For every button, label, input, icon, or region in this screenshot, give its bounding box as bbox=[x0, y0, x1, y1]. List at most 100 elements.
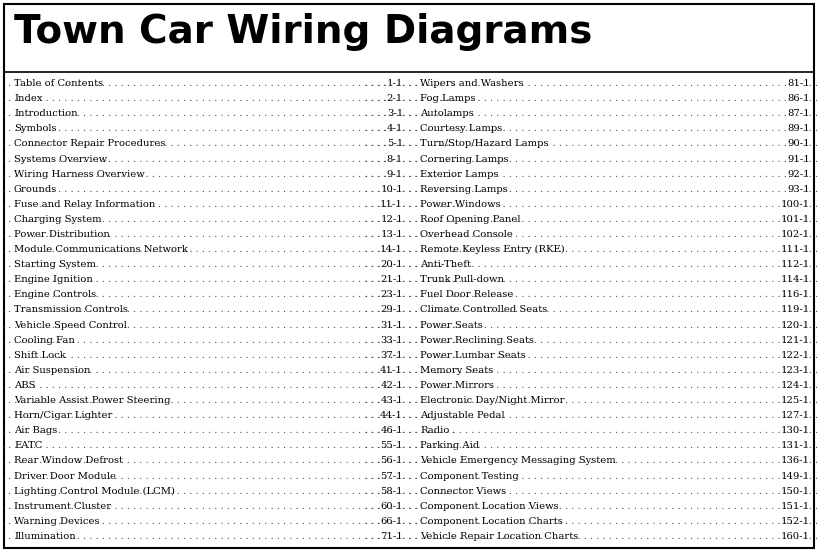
Text: 149-1: 149-1 bbox=[780, 471, 810, 481]
Text: 124-1: 124-1 bbox=[780, 381, 810, 390]
Text: Radio: Radio bbox=[420, 426, 449, 436]
Text: Wipers and Washers: Wipers and Washers bbox=[420, 79, 524, 88]
Text: 89-1: 89-1 bbox=[788, 124, 810, 134]
Text: 127-1: 127-1 bbox=[781, 411, 810, 420]
Text: . . . . . . . . . . . . . . . . . . . . . . . . . . . . . . . . . . . . . . . . : . . . . . . . . . . . . . . . . . . . . … bbox=[0, 260, 459, 269]
Text: EATC: EATC bbox=[14, 442, 43, 450]
Text: Wiring Harness Overview: Wiring Harness Overview bbox=[14, 169, 145, 179]
Text: 1-1: 1-1 bbox=[387, 79, 403, 88]
Text: 87-1: 87-1 bbox=[788, 109, 810, 118]
Text: 12-1: 12-1 bbox=[380, 215, 403, 224]
Text: Power Reclining Seats: Power Reclining Seats bbox=[420, 336, 534, 344]
Text: . . . . . . . . . . . . . . . . . . . . . . . . . . . . . . . . . . . . . . . . : . . . . . . . . . . . . . . . . . . . . … bbox=[365, 94, 818, 103]
Text: . . . . . . . . . . . . . . . . . . . . . . . . . . . . . . . . . . . . . . . . : . . . . . . . . . . . . . . . . . . . . … bbox=[365, 305, 818, 315]
Text: . . . . . . . . . . . . . . . . . . . . . . . . . . . . . . . . . . . . . . . . : . . . . . . . . . . . . . . . . . . . . … bbox=[365, 396, 818, 405]
Text: Engine Controls: Engine Controls bbox=[14, 290, 97, 299]
Text: . . . . . . . . . . . . . . . . . . . . . . . . . . . . . . . . . . . . . . . . : . . . . . . . . . . . . . . . . . . . . … bbox=[365, 487, 818, 496]
Text: . . . . . . . . . . . . . . . . . . . . . . . . . . . . . . . . . . . . . . . . : . . . . . . . . . . . . . . . . . . . . … bbox=[0, 336, 459, 344]
Text: . . . . . . . . . . . . . . . . . . . . . . . . . . . . . . . . . . . . . . . . : . . . . . . . . . . . . . . . . . . . . … bbox=[0, 305, 459, 315]
Text: Transmission Controls: Transmission Controls bbox=[14, 305, 128, 315]
Text: . . . . . . . . . . . . . . . . . . . . . . . . . . . . . . . . . . . . . . . . : . . . . . . . . . . . . . . . . . . . . … bbox=[365, 124, 818, 134]
Text: 44-1: 44-1 bbox=[380, 411, 403, 420]
Text: 100-1: 100-1 bbox=[781, 200, 810, 209]
Text: . . . . . . . . . . . . . . . . . . . . . . . . . . . . . . . . . . . . . . . . : . . . . . . . . . . . . . . . . . . . . … bbox=[0, 351, 459, 360]
Text: . . . . . . . . . . . . . . . . . . . . . . . . . . . . . . . . . . . . . . . . : . . . . . . . . . . . . . . . . . . . . … bbox=[365, 426, 818, 436]
Text: Cornering Lamps: Cornering Lamps bbox=[420, 155, 509, 163]
Text: Fuel Door Release: Fuel Door Release bbox=[420, 290, 514, 299]
Text: Starting System: Starting System bbox=[14, 260, 96, 269]
Text: 20-1: 20-1 bbox=[380, 260, 403, 269]
Text: 41-1: 41-1 bbox=[380, 366, 403, 375]
Text: Illumination: Illumination bbox=[14, 532, 76, 541]
Text: 4-1: 4-1 bbox=[387, 124, 403, 134]
Text: 55-1: 55-1 bbox=[380, 442, 403, 450]
Text: Anti-Theft: Anti-Theft bbox=[420, 260, 471, 269]
Text: Town Car Wiring Diagrams: Town Car Wiring Diagrams bbox=[14, 13, 592, 51]
Text: Horn/Cigar Lighter: Horn/Cigar Lighter bbox=[14, 411, 112, 420]
Text: Fog Lamps: Fog Lamps bbox=[420, 94, 475, 103]
Text: Exterior Lamps: Exterior Lamps bbox=[420, 169, 498, 179]
Text: Autolamps: Autolamps bbox=[420, 109, 474, 118]
Text: 66-1: 66-1 bbox=[380, 517, 403, 526]
Text: Trunk Pull-down: Trunk Pull-down bbox=[420, 275, 504, 284]
Text: 131-1: 131-1 bbox=[780, 442, 810, 450]
Text: . . . . . . . . . . . . . . . . . . . . . . . . . . . . . . . . . . . . . . . . : . . . . . . . . . . . . . . . . . . . . … bbox=[0, 155, 459, 163]
Text: 21-1: 21-1 bbox=[380, 275, 403, 284]
Text: Fuse and Relay Information: Fuse and Relay Information bbox=[14, 200, 155, 209]
Text: Component Location Views: Component Location Views bbox=[420, 502, 559, 511]
Text: 9-1: 9-1 bbox=[387, 169, 403, 179]
Text: 3-1: 3-1 bbox=[387, 109, 403, 118]
Text: . . . . . . . . . . . . . . . . . . . . . . . . . . . . . . . . . . . . . . . . : . . . . . . . . . . . . . . . . . . . . … bbox=[365, 290, 818, 299]
Text: . . . . . . . . . . . . . . . . . . . . . . . . . . . . . . . . . . . . . . . . : . . . . . . . . . . . . . . . . . . . . … bbox=[365, 140, 818, 148]
Text: Adjustable Pedal: Adjustable Pedal bbox=[420, 411, 505, 420]
Text: 150-1: 150-1 bbox=[781, 487, 810, 496]
Text: . . . . . . . . . . . . . . . . . . . . . . . . . . . . . . . . . . . . . . . . : . . . . . . . . . . . . . . . . . . . . … bbox=[0, 124, 459, 134]
Text: Overhead Console: Overhead Console bbox=[420, 230, 513, 239]
Text: Climate Controlled Seats: Climate Controlled Seats bbox=[420, 305, 547, 315]
Text: 125-1: 125-1 bbox=[781, 396, 810, 405]
Text: . . . . . . . . . . . . . . . . . . . . . . . . . . . . . . . . . . . . . . . . : . . . . . . . . . . . . . . . . . . . . … bbox=[0, 215, 459, 224]
Text: Rear Window Defrost: Rear Window Defrost bbox=[14, 457, 123, 465]
Text: 121-1: 121-1 bbox=[780, 336, 810, 344]
Text: Charging System: Charging System bbox=[14, 215, 101, 224]
Text: . . . . . . . . . . . . . . . . . . . . . . . . . . . . . . . . . . . . . . . . : . . . . . . . . . . . . . . . . . . . . … bbox=[0, 230, 459, 239]
Text: 37-1: 37-1 bbox=[380, 351, 403, 360]
Text: Vehicle Speed Control: Vehicle Speed Control bbox=[14, 321, 127, 330]
Text: . . . . . . . . . . . . . . . . . . . . . . . . . . . . . . . . . . . . . . . . : . . . . . . . . . . . . . . . . . . . . … bbox=[0, 532, 459, 541]
Text: 160-1: 160-1 bbox=[781, 532, 810, 541]
Text: . . . . . . . . . . . . . . . . . . . . . . . . . . . . . . . . . . . . . . . . : . . . . . . . . . . . . . . . . . . . . … bbox=[365, 185, 818, 194]
Text: . . . . . . . . . . . . . . . . . . . . . . . . . . . . . . . . . . . . . . . . : . . . . . . . . . . . . . . . . . . . . … bbox=[365, 79, 818, 88]
Text: 71-1: 71-1 bbox=[380, 532, 403, 541]
Text: Power Windows: Power Windows bbox=[420, 200, 501, 209]
Text: 102-1: 102-1 bbox=[781, 230, 810, 239]
Text: Air Suspension: Air Suspension bbox=[14, 366, 91, 375]
Text: . . . . . . . . . . . . . . . . . . . . . . . . . . . . . . . . . . . . . . . . : . . . . . . . . . . . . . . . . . . . . … bbox=[0, 185, 459, 194]
Text: . . . . . . . . . . . . . . . . . . . . . . . . . . . . . . . . . . . . . . . . : . . . . . . . . . . . . . . . . . . . . … bbox=[365, 442, 818, 450]
Text: Power Mirrors: Power Mirrors bbox=[420, 381, 494, 390]
Text: Shift Lock: Shift Lock bbox=[14, 351, 65, 360]
Text: ABS: ABS bbox=[14, 381, 35, 390]
Text: Connector Repair Procedures: Connector Repair Procedures bbox=[14, 140, 165, 148]
Text: 13-1: 13-1 bbox=[380, 230, 403, 239]
Text: . . . . . . . . . . . . . . . . . . . . . . . . . . . . . . . . . . . . . . . . : . . . . . . . . . . . . . . . . . . . . … bbox=[365, 381, 818, 390]
Text: . . . . . . . . . . . . . . . . . . . . . . . . . . . . . . . . . . . . . . . . : . . . . . . . . . . . . . . . . . . . . … bbox=[365, 260, 818, 269]
Text: 29-1: 29-1 bbox=[380, 305, 403, 315]
Text: Introduction: Introduction bbox=[14, 109, 78, 118]
Text: Vehicle Emergency Messaging System: Vehicle Emergency Messaging System bbox=[420, 457, 616, 465]
Text: . . . . . . . . . . . . . . . . . . . . . . . . . . . . . . . . . . . . . . . . : . . . . . . . . . . . . . . . . . . . . … bbox=[365, 169, 818, 179]
Text: . . . . . . . . . . . . . . . . . . . . . . . . . . . . . . . . . . . . . . . . : . . . . . . . . . . . . . . . . . . . . … bbox=[0, 502, 459, 511]
Text: Symbols: Symbols bbox=[14, 124, 56, 134]
Text: . . . . . . . . . . . . . . . . . . . . . . . . . . . . . . . . . . . . . . . . : . . . . . . . . . . . . . . . . . . . . … bbox=[0, 471, 459, 481]
Text: . . . . . . . . . . . . . . . . . . . . . . . . . . . . . . . . . . . . . . . . : . . . . . . . . . . . . . . . . . . . . … bbox=[0, 426, 459, 436]
Text: . . . . . . . . . . . . . . . . . . . . . . . . . . . . . . . . . . . . . . . . : . . . . . . . . . . . . . . . . . . . . … bbox=[365, 411, 818, 420]
Text: 56-1: 56-1 bbox=[380, 457, 403, 465]
Text: . . . . . . . . . . . . . . . . . . . . . . . . . . . . . . . . . . . . . . . . : . . . . . . . . . . . . . . . . . . . . … bbox=[0, 396, 459, 405]
Text: Reversing Lamps: Reversing Lamps bbox=[420, 185, 508, 194]
Text: 111-1: 111-1 bbox=[780, 245, 810, 254]
Text: Instrument Cluster: Instrument Cluster bbox=[14, 502, 111, 511]
Text: . . . . . . . . . . . . . . . . . . . . . . . . . . . . . . . . . . . . . . . . : . . . . . . . . . . . . . . . . . . . . … bbox=[365, 457, 818, 465]
Text: Roof Opening Panel: Roof Opening Panel bbox=[420, 215, 520, 224]
Text: . . . . . . . . . . . . . . . . . . . . . . . . . . . . . . . . . . . . . . . . : . . . . . . . . . . . . . . . . . . . . … bbox=[0, 321, 459, 330]
Text: 33-1: 33-1 bbox=[380, 336, 403, 344]
Text: Driver Door Module: Driver Door Module bbox=[14, 471, 116, 481]
